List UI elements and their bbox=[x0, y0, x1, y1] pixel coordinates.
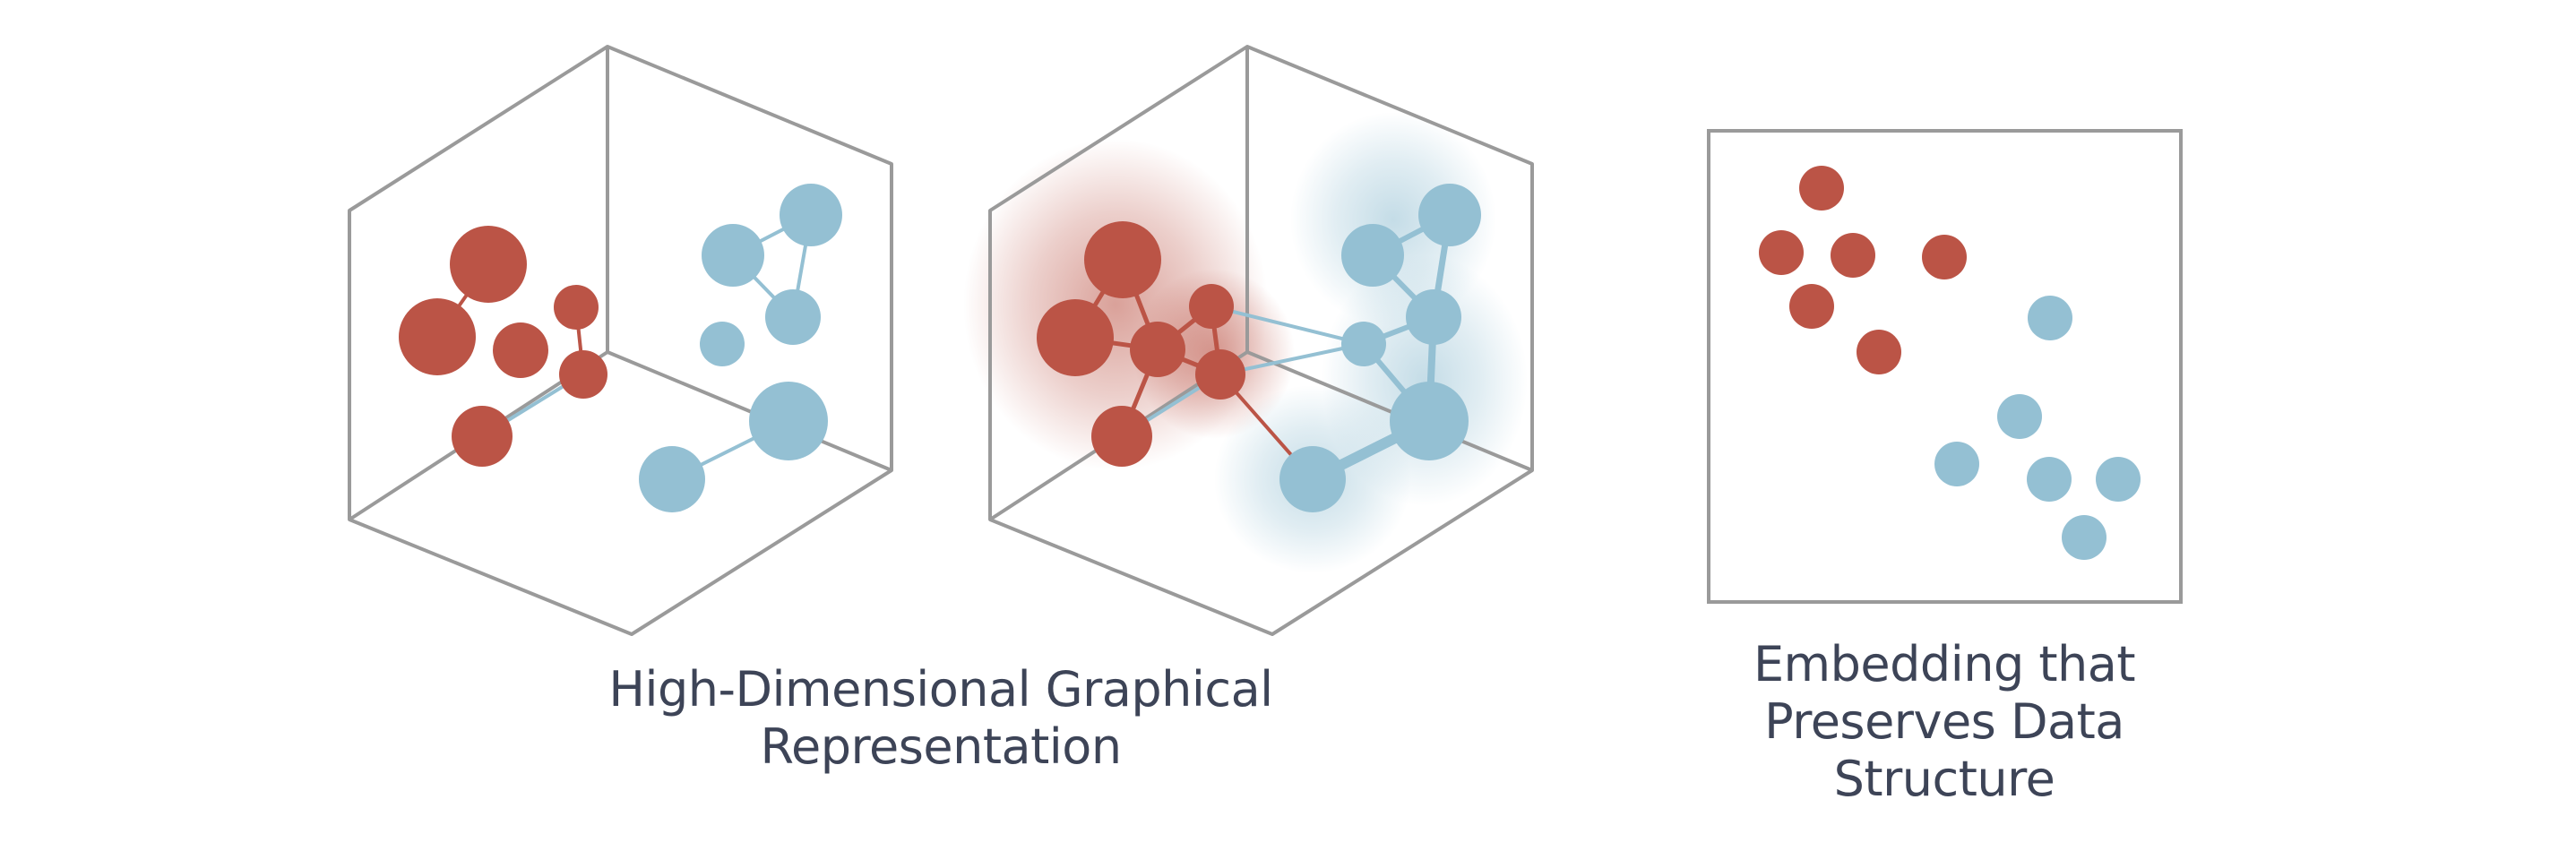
point bbox=[1759, 230, 1804, 275]
node bbox=[1341, 224, 1404, 287]
point bbox=[2027, 457, 2072, 502]
embedding-frame bbox=[1707, 129, 2183, 604]
node bbox=[493, 322, 548, 378]
point bbox=[1922, 235, 1967, 279]
point bbox=[1934, 442, 1979, 486]
cube-left-nodes-red bbox=[399, 226, 607, 467]
node bbox=[702, 224, 764, 287]
point bbox=[2096, 457, 2141, 502]
point bbox=[1831, 233, 1875, 278]
node bbox=[559, 350, 607, 399]
node bbox=[700, 322, 745, 366]
cube-middle bbox=[963, 45, 1534, 636]
node bbox=[1279, 446, 1346, 512]
node bbox=[749, 382, 828, 460]
node bbox=[1189, 284, 1234, 329]
node bbox=[1418, 184, 1481, 246]
caption-line: Embedding that bbox=[1753, 636, 2136, 692]
cube-left bbox=[348, 45, 893, 636]
node bbox=[1037, 299, 1114, 376]
embedding-panel bbox=[1707, 129, 2183, 604]
node bbox=[452, 406, 513, 467]
caption-line: High-Dimensional Graphical bbox=[608, 661, 1273, 718]
node bbox=[1341, 322, 1386, 366]
node bbox=[1390, 382, 1469, 460]
point bbox=[1857, 330, 1901, 374]
point bbox=[1789, 284, 1834, 329]
point bbox=[2028, 296, 2072, 340]
node bbox=[554, 285, 599, 330]
point bbox=[2062, 515, 2106, 560]
node bbox=[780, 184, 842, 246]
point bbox=[1997, 394, 2042, 439]
cube-middle-nodes-blue bbox=[1279, 184, 1481, 512]
caption-high-dimensional: High-Dimensional Graphical Representatio… bbox=[502, 661, 1380, 776]
caption-line: Preserves Data bbox=[1764, 693, 2124, 750]
cube-left-nodes-blue bbox=[639, 184, 842, 512]
node bbox=[765, 289, 821, 345]
node bbox=[1091, 406, 1152, 467]
caption-line: Structure bbox=[1833, 751, 2055, 807]
node bbox=[1406, 289, 1461, 345]
node bbox=[639, 446, 705, 512]
point bbox=[1799, 166, 1844, 211]
embedding-points-red bbox=[1759, 166, 1967, 374]
node bbox=[1195, 349, 1245, 400]
embedding-points-blue bbox=[1934, 296, 2141, 560]
cube-middle-nodes-red bbox=[1037, 221, 1245, 467]
caption-embedding: Embedding that Preserves Data Structure bbox=[1631, 636, 2258, 808]
node bbox=[1084, 221, 1161, 298]
node bbox=[450, 226, 527, 303]
node bbox=[399, 298, 476, 375]
caption-line: Representation bbox=[760, 718, 1122, 775]
node bbox=[1130, 322, 1185, 377]
